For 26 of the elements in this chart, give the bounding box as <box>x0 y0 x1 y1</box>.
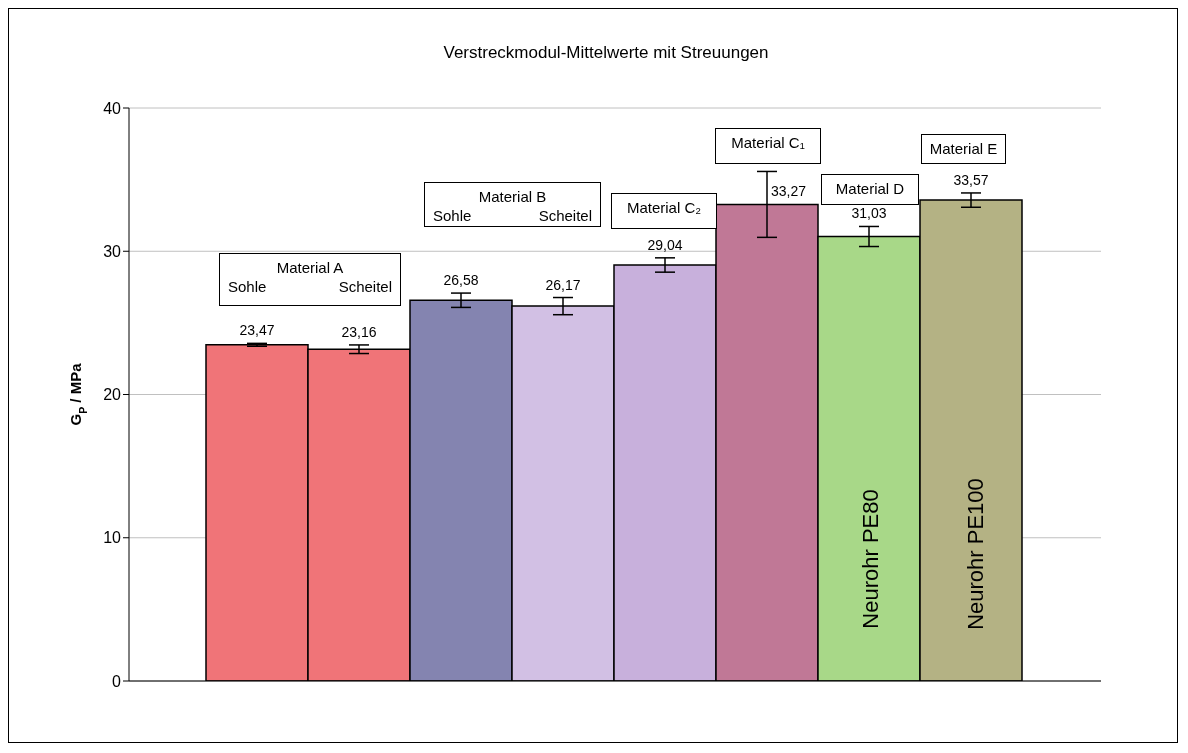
annotation: Material B <box>477 187 548 205</box>
y-tick-label: 30 <box>103 242 122 260</box>
annotation: Material D <box>834 179 906 197</box>
data-label: 31,03 <box>851 205 887 222</box>
annotation: Sohle <box>228 278 267 295</box>
annotation: Material C₂ <box>625 198 703 216</box>
y-tick-label: 10 <box>103 529 122 547</box>
annotation: Sohle <box>433 207 472 224</box>
y-tick-label: 40 <box>103 99 122 117</box>
annotation: Neurohr PE80 <box>858 489 884 629</box>
data-label: 23,47 <box>239 322 275 339</box>
annotation: Material A <box>275 258 345 276</box>
data-label: 26,58 <box>443 272 479 289</box>
data-label: 29,04 <box>647 236 683 253</box>
data-label: 33,27 <box>771 183 807 200</box>
y-tick-label: 0 <box>112 672 122 690</box>
annotation: Material C₁ <box>730 133 806 151</box>
data-label: 33,57 <box>953 171 989 188</box>
annotation: Neurohr PE100 <box>963 478 989 630</box>
chart-title: Verstreckmodul-Mittelwerte mit Streuungen <box>442 43 770 63</box>
annotation: Material E <box>928 139 999 157</box>
y-tick-label: 20 <box>103 386 122 404</box>
data-label: 23,16 <box>341 323 377 340</box>
data-label: 26,17 <box>545 276 581 293</box>
annotation: Scheitel <box>538 207 592 224</box>
annotation: Scheitel <box>338 278 392 295</box>
